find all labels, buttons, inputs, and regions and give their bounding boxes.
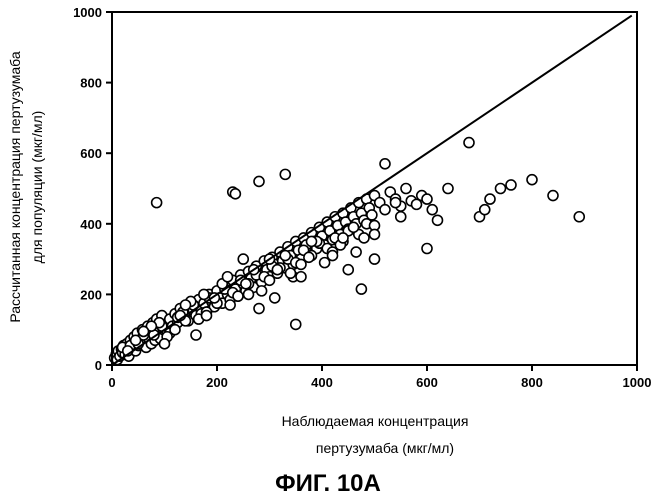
data-point <box>380 159 390 169</box>
data-point <box>265 275 275 285</box>
data-point <box>131 335 141 345</box>
data-point <box>225 300 235 310</box>
data-point <box>304 252 314 262</box>
data-point <box>241 279 251 289</box>
x-tick-label: 600 <box>416 375 438 390</box>
data-point <box>506 180 516 190</box>
y-tick-label: 800 <box>80 76 102 91</box>
data-point <box>485 194 495 204</box>
data-point <box>433 215 443 225</box>
data-point <box>359 233 369 243</box>
data-point <box>338 233 348 243</box>
scatter-plot: 0 200 400 600 800 1000 0 200 400 600 800 1000 Набл… <box>0 0 656 470</box>
data-point <box>527 175 537 185</box>
data-point <box>480 205 490 215</box>
data-point <box>496 184 506 194</box>
data-point <box>160 339 170 349</box>
data-point <box>380 205 390 215</box>
data-point <box>427 205 437 215</box>
figure-caption: ФИГ. 10A <box>0 470 656 498</box>
data-point <box>343 265 353 275</box>
x-tick-label: 400 <box>311 375 333 390</box>
data-point <box>422 244 432 254</box>
data-point <box>270 293 280 303</box>
data-point <box>464 138 474 148</box>
data-point <box>254 176 264 186</box>
data-point <box>191 330 201 340</box>
y-tick-label: 0 <box>95 358 102 373</box>
data-point <box>307 236 317 246</box>
data-point <box>443 184 453 194</box>
x-tick-label: 200 <box>206 375 228 390</box>
data-point <box>202 311 212 321</box>
x-tick-label: 0 <box>108 375 115 390</box>
data-point <box>291 319 301 329</box>
y-tick-label: 200 <box>80 287 102 302</box>
x-axis-title-line-2: пертузумаба (мкг/мл) <box>316 440 454 456</box>
data-point <box>574 212 584 222</box>
data-point <box>422 194 432 204</box>
data-point <box>139 326 149 336</box>
y-axis-title-line-1: Рассчитанная концентрация пертузумаба <box>7 51 23 322</box>
data-point <box>257 286 267 296</box>
data-point <box>238 254 248 264</box>
data-point <box>328 251 338 261</box>
y-tick-labels: 0 200 400 600 800 1000 <box>73 5 102 373</box>
data-point <box>223 272 233 282</box>
x-tick-label: 800 <box>521 375 543 390</box>
y-tick-label: 400 <box>80 217 102 232</box>
data-point <box>199 289 209 299</box>
data-point <box>244 289 254 299</box>
data-point <box>280 251 290 261</box>
data-point <box>349 222 359 232</box>
data-point <box>351 247 361 257</box>
data-point <box>254 304 264 314</box>
data-point <box>370 254 380 264</box>
data-points <box>110 138 585 365</box>
x-tick-label: 1000 <box>623 375 652 390</box>
data-point <box>152 198 162 208</box>
data-point <box>370 229 380 239</box>
data-point <box>396 212 406 222</box>
data-point <box>272 265 282 275</box>
data-point <box>296 272 306 282</box>
data-point <box>356 284 366 294</box>
data-point <box>286 268 296 278</box>
x-axis-title-line-1: Наблюдаемая концентрация <box>282 413 469 429</box>
data-point <box>548 191 558 201</box>
y-tick-label: 600 <box>80 146 102 161</box>
data-point <box>230 189 240 199</box>
data-point <box>181 300 191 310</box>
x-tick-labels: 0 200 400 600 800 1000 <box>108 375 651 390</box>
data-point <box>401 184 411 194</box>
y-axis-title-line-2: для популяции (мкг/мл) <box>29 111 45 264</box>
data-point <box>391 198 401 208</box>
data-point <box>280 169 290 179</box>
y-tick-label: 1000 <box>73 5 102 20</box>
data-point <box>233 291 243 301</box>
